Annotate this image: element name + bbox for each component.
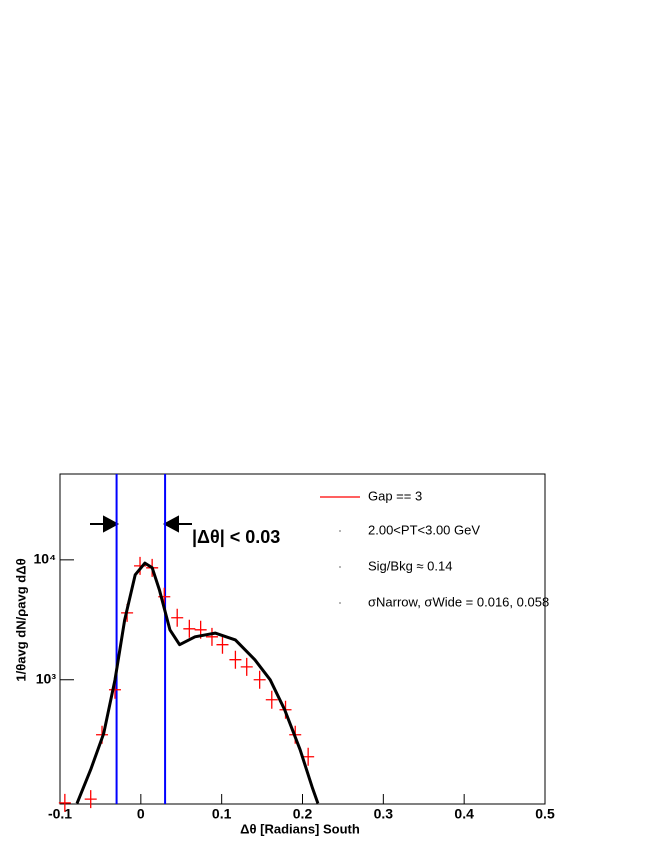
- legend-dot: [339, 602, 341, 604]
- legend-note: σNarrow, σWide = 0.016, 0.058: [368, 594, 549, 609]
- x-tick-label: 0.5: [535, 806, 555, 822]
- x-axis-title: Δθ [Radians] South: [240, 821, 360, 836]
- data-point: [265, 690, 278, 709]
- legend-note: 2.00<PT<3.00 GeV: [368, 522, 480, 537]
- data-point: [205, 627, 218, 646]
- fit-curve: [75, 561, 320, 804]
- data-point: [84, 790, 97, 809]
- x-tick-label: 0.4: [454, 806, 474, 822]
- x-tick-label: 0.3: [374, 806, 394, 822]
- annotation: |Δθ| < 0.03: [192, 527, 280, 547]
- data-point: [240, 657, 253, 676]
- y-tick-label: 10⁴: [34, 551, 57, 567]
- data-point: [216, 635, 229, 654]
- data-point: [171, 608, 184, 627]
- x-tick-label: 0.2: [293, 806, 313, 822]
- data-point: [229, 650, 242, 669]
- legend-dot: [339, 530, 341, 532]
- x-tick-label: 0: [137, 806, 145, 822]
- data-point: [183, 619, 196, 638]
- x-tick-label: -0.1: [48, 806, 72, 822]
- arrow-left: [162, 515, 192, 533]
- legend-label: Gap == 3: [368, 488, 422, 503]
- legend-note: Sig/Bkg ≈ 0.14: [368, 558, 452, 573]
- data-point: [302, 747, 315, 766]
- y-axis-title: 1/θavg dN/ρavg dΔθ: [13, 558, 28, 681]
- y-tick-label: 10³: [36, 670, 57, 686]
- data-point: [58, 793, 71, 812]
- legend-dot: [339, 566, 341, 568]
- arrow-right: [90, 515, 120, 533]
- x-tick-label: 0.1: [212, 806, 232, 822]
- data-point: [253, 670, 266, 689]
